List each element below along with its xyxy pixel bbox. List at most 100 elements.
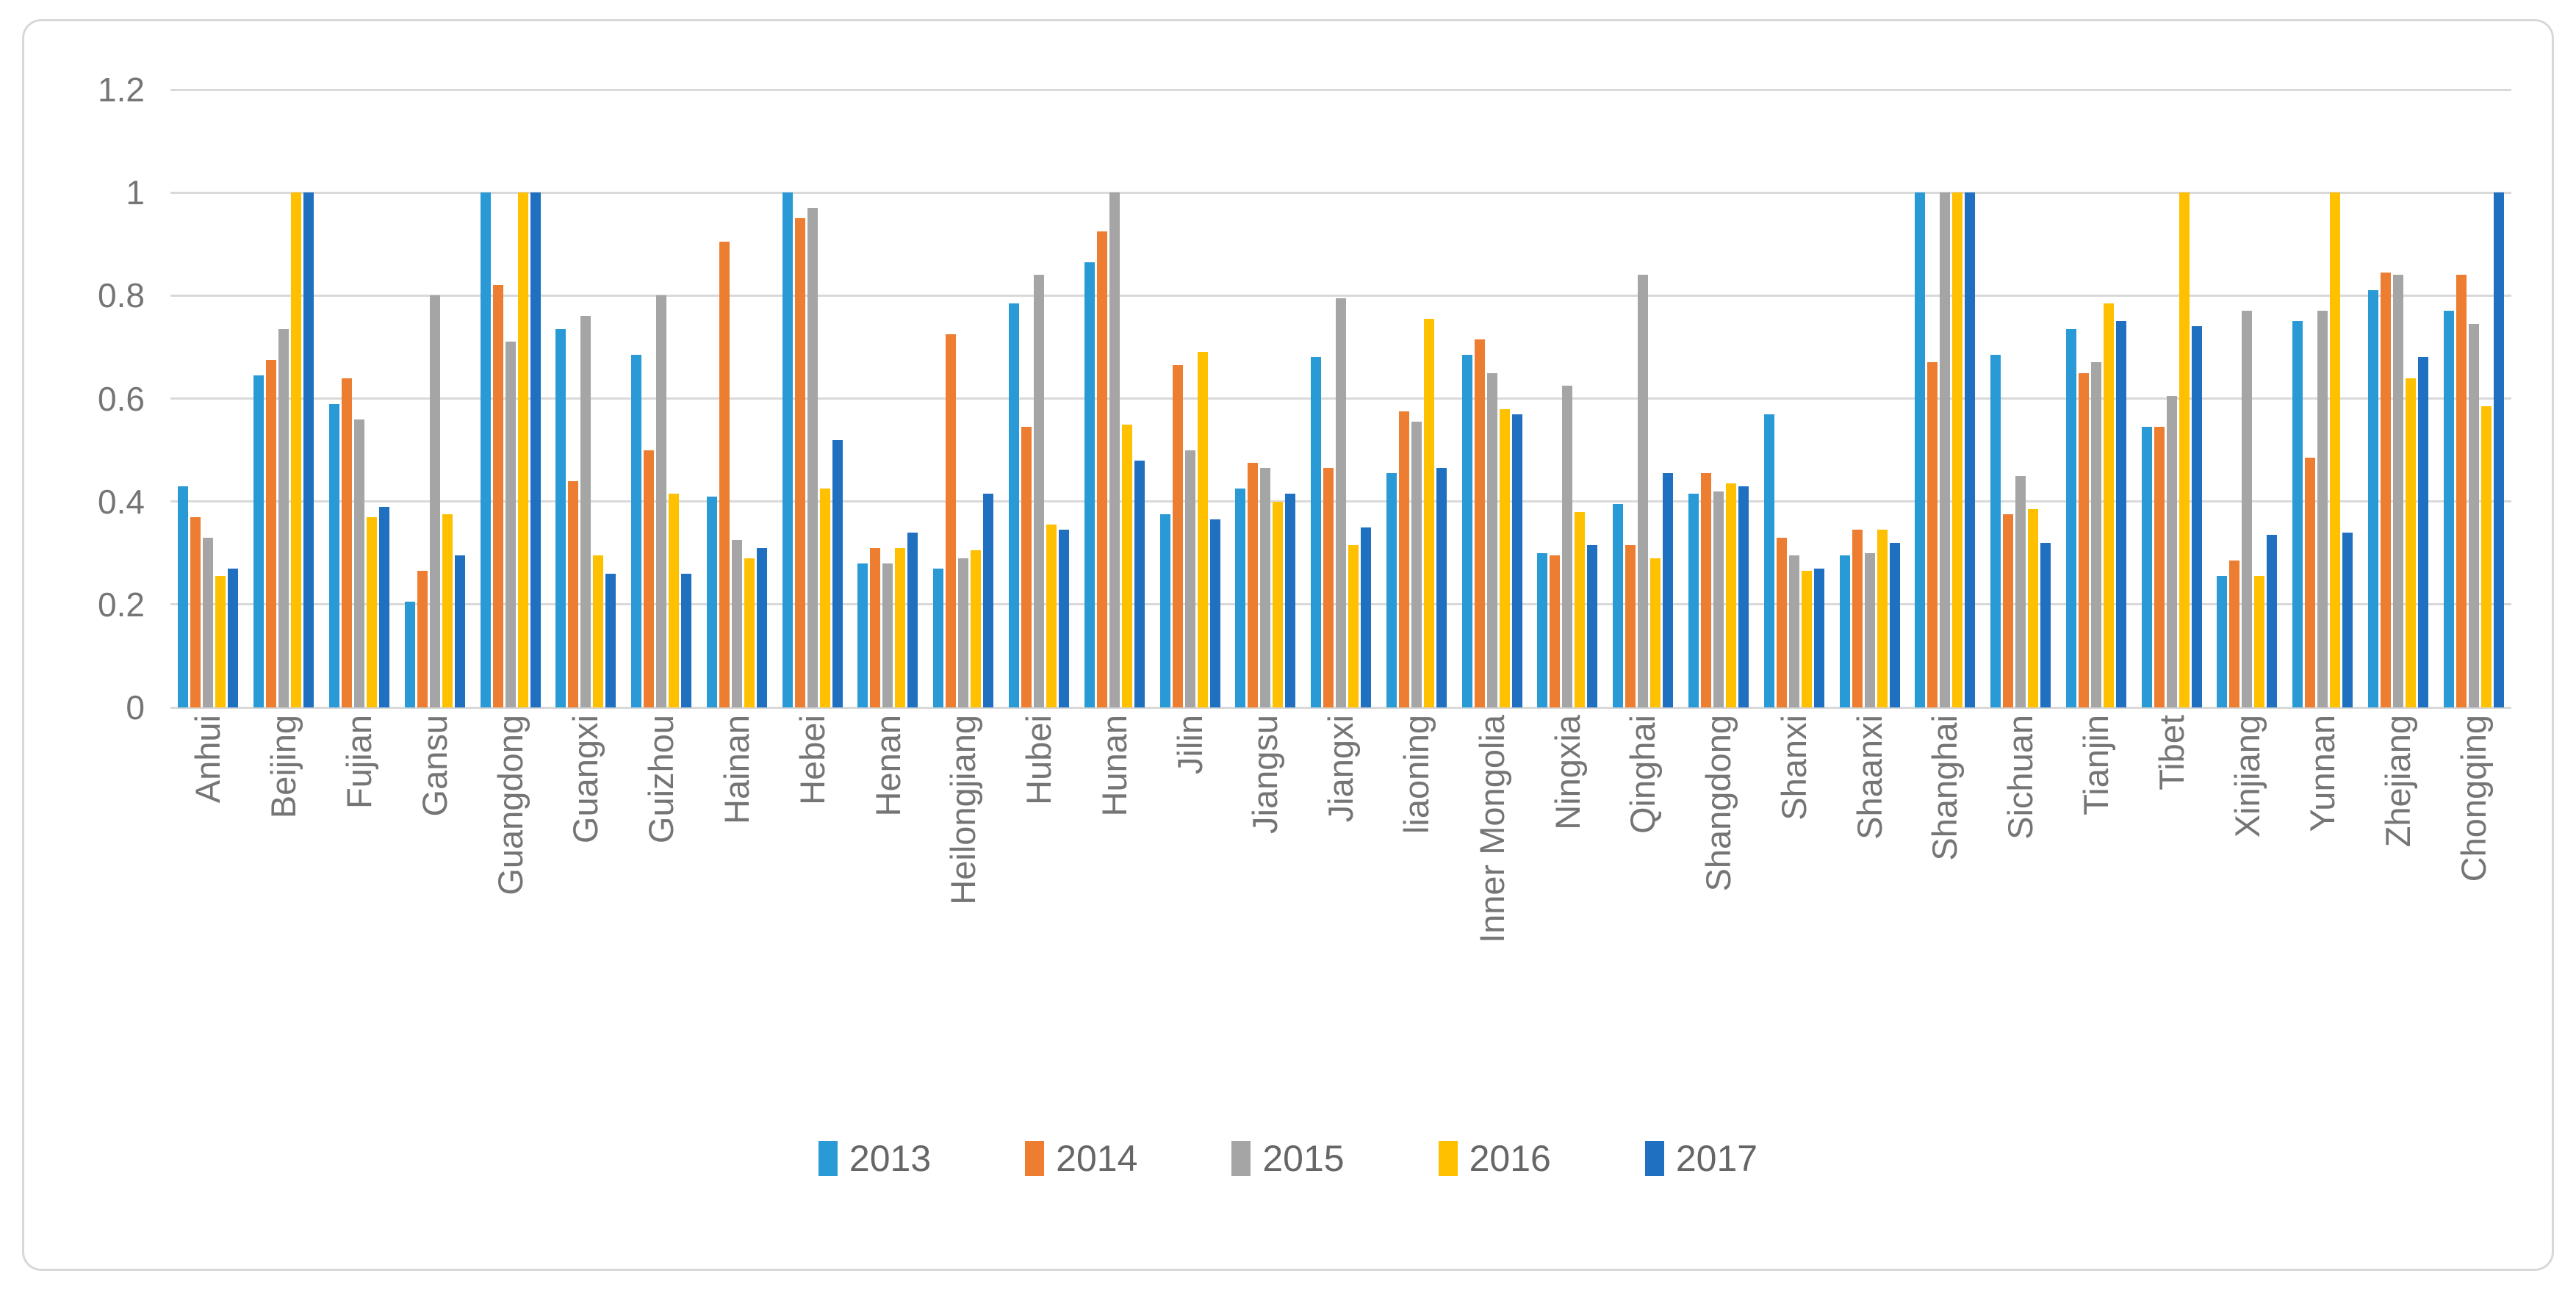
bar-ningxia-2017 <box>1587 545 1598 707</box>
bar-yunnan-2016 <box>2330 192 2341 707</box>
y-tick-label: 0.2 <box>98 585 145 624</box>
bar-hunan-2013 <box>1084 262 1095 707</box>
bar-guangdong-2016 <box>517 192 528 707</box>
x-label-cell: Shangdong <box>1681 715 1757 1082</box>
bar-anhui-2013 <box>178 486 189 707</box>
bar-group-fujian <box>322 90 397 707</box>
bar-tibet-2013 <box>2141 427 2152 707</box>
bars-layer <box>170 90 2511 707</box>
bar-group-xinjiang <box>2209 90 2285 707</box>
bar-heilongjiang-2014 <box>946 334 957 707</box>
bar-hubei-2013 <box>1008 303 1019 707</box>
bar-heilongjiang-2015 <box>958 558 969 707</box>
y-tick-label: 0.4 <box>98 482 145 521</box>
bar-qinghai-2014 <box>1625 545 1636 707</box>
bar-xinjiang-2017 <box>2267 535 2278 707</box>
bar-group-shanghai <box>1907 90 1983 707</box>
bar-shanxi-2017 <box>1813 568 1824 707</box>
bar-shanxi-2015 <box>1788 555 1799 707</box>
bar-shangdong-2015 <box>1713 491 1724 707</box>
bar-group-tibet <box>2134 90 2209 707</box>
bar-ningxia-2014 <box>1550 555 1561 707</box>
bar-zhejiang-2017 <box>2418 357 2429 707</box>
bar-guangdong-2014 <box>492 285 503 707</box>
x-label-cell: Tianjin <box>2059 715 2134 1082</box>
x-axis-label: Shaanxi <box>1849 715 1889 840</box>
gridline <box>170 191 2511 194</box>
x-axis-label: Guangdong <box>490 715 530 896</box>
bar-tibet-2014 <box>2154 427 2165 707</box>
bar-hainan-2013 <box>706 496 717 707</box>
x-label-cell: liaoning <box>1379 715 1455 1082</box>
x-label-cell: Henan <box>850 715 926 1082</box>
gridline <box>170 706 2511 709</box>
bar-qinghai-2017 <box>1663 473 1674 707</box>
bar-group-yunnan <box>2285 90 2361 707</box>
x-label-cell: Hebei <box>774 715 850 1082</box>
bar-shaanxi-2016 <box>1877 530 1888 707</box>
x-axis-label: Zhejiang <box>2378 715 2418 848</box>
chart-border <box>22 19 2554 1271</box>
x-label-cell: Fujian <box>322 715 397 1082</box>
bar-hainan-2015 <box>731 540 742 707</box>
x-axis-label: Beijing <box>264 715 303 819</box>
bar-group-gansu <box>397 90 472 707</box>
bar-group-tianjin <box>2059 90 2134 707</box>
bar-anhui-2014 <box>190 516 201 707</box>
bar-yunnan-2013 <box>2292 321 2303 707</box>
x-label-cell: Jilin <box>1152 715 1228 1082</box>
bar-shanghai-2014 <box>1927 362 1938 707</box>
bar-group-heilongjiang <box>926 90 1001 707</box>
bar-fujian-2017 <box>378 506 389 707</box>
bar-jiangxi-2014 <box>1323 468 1334 707</box>
bar-tibet-2015 <box>2166 396 2177 707</box>
bar-group-shanxi <box>1756 90 1832 707</box>
bar-beijing-2016 <box>291 192 302 707</box>
bar-shaanxi-2017 <box>1889 542 1900 707</box>
bar-anhui-2015 <box>203 537 214 707</box>
bar-zhejiang-2014 <box>2381 272 2392 707</box>
legend-label: 2015 <box>1262 1138 1345 1179</box>
bar-qinghai-2016 <box>1650 558 1661 707</box>
legend: 2013 2014 2015 2016 2017 <box>0 1140 2576 1177</box>
x-axis-label: Tibet <box>2151 715 2191 790</box>
bar-group-liaoning <box>1379 90 1455 707</box>
bar-shaanxi-2013 <box>1839 555 1850 707</box>
bar-shaanxi-2015 <box>1864 552 1875 707</box>
bar-xinjiang-2014 <box>2229 561 2240 707</box>
bar-hebei-2017 <box>832 439 843 707</box>
bar-chongqing-2016 <box>2480 406 2492 707</box>
x-axis-label: Guangxi <box>566 715 605 844</box>
x-axis-label: Shangdong <box>1699 715 1738 892</box>
bar-hubei-2014 <box>1021 427 1032 707</box>
bar-group-hainan <box>699 90 774 707</box>
legend-swatch-2013 <box>818 1141 838 1176</box>
x-axis-label: liaoning <box>1396 715 1436 835</box>
bar-hubei-2016 <box>1046 525 1057 707</box>
bar-guangdong-2013 <box>480 192 491 707</box>
bar-ningxia-2015 <box>1562 386 1573 707</box>
bar-hunan-2015 <box>1109 192 1120 707</box>
bar-hebei-2013 <box>782 192 793 707</box>
bar-shanghai-2017 <box>1965 192 1976 707</box>
bar-jiangxi-2013 <box>1311 357 1322 707</box>
bar-shanghai-2015 <box>1940 192 1951 707</box>
x-label-cell: Shanxi <box>1756 715 1832 1082</box>
x-label-cell: Shaanxi <box>1832 715 1907 1082</box>
bar-sichuan-2015 <box>2015 475 2026 707</box>
legend-label: 2013 <box>849 1138 932 1179</box>
x-label-cell: Tibet <box>2134 715 2209 1082</box>
y-tick-label: 1 <box>126 173 145 212</box>
x-label-cell: Sichuan <box>1983 715 2059 1082</box>
bar-liaoning-2013 <box>1386 473 1397 707</box>
x-axis-label: Hainan <box>716 715 756 824</box>
bar-hebei-2014 <box>794 218 805 707</box>
x-label-cell: Ningxia <box>1530 715 1605 1082</box>
bar-jilin-2014 <box>1172 364 1183 707</box>
legend-item-2017: 2017 <box>1644 1140 1757 1177</box>
bar-group-sichuan <box>1983 90 2059 707</box>
bar-henan-2017 <box>907 532 918 707</box>
legend-label: 2016 <box>1469 1138 1551 1179</box>
bar-beijing-2015 <box>278 328 289 707</box>
bar-guangxi-2015 <box>580 316 591 707</box>
